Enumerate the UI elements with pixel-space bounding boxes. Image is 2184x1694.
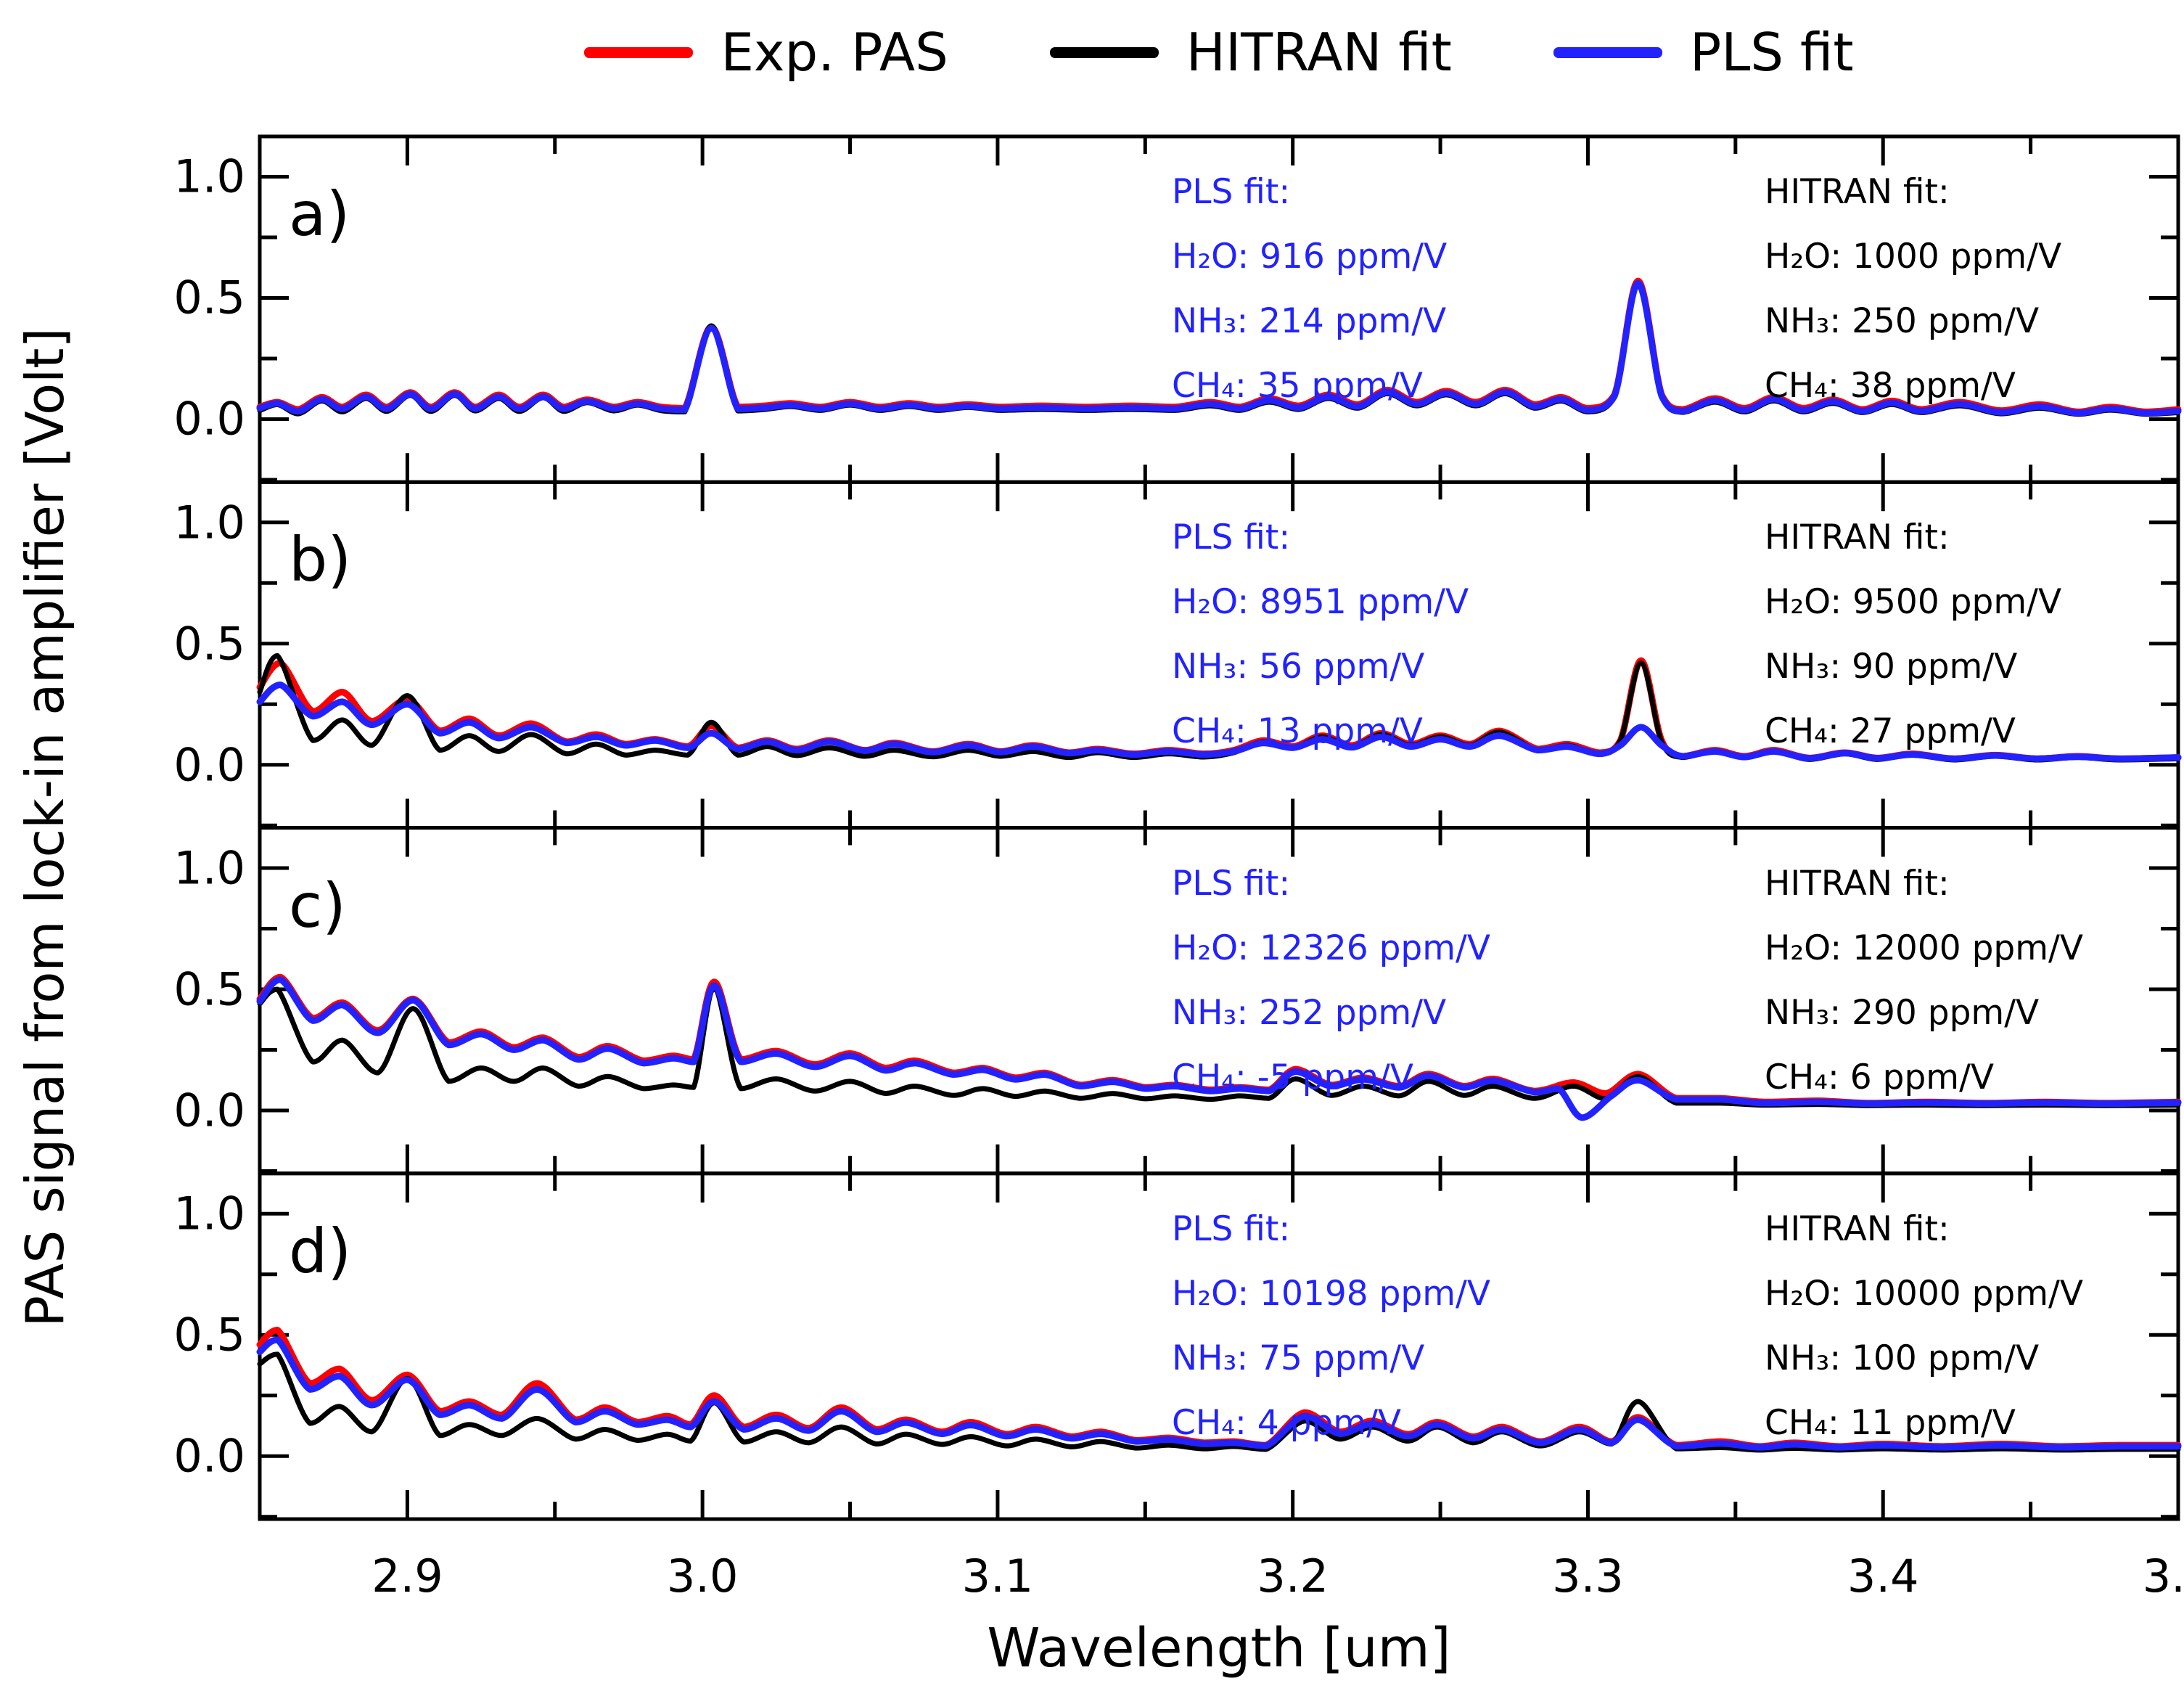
x-tick-label: 3.1	[961, 1550, 1034, 1603]
y-tick-label: 1.0	[173, 150, 245, 203]
annotation-line: NH₃: 290 ppm/V	[1765, 992, 2040, 1033]
annotation-line: NH₃: 56 ppm/V	[1172, 647, 1425, 687]
curve-pls-fit-panel-c	[256, 976, 2182, 1121]
annotation-hitran-fit-panel-a: HITRAN fit: H₂O: 1000 ppm/V NH₃: 250 ppm/V…	[1765, 160, 2061, 418]
annotation-hitran-fit-panel-c: HITRAN fit: H₂O: 12000 ppm/V NH₃: 290 ppm/…	[1765, 851, 2083, 1110]
annotation-hitran-fit-panel-b: HITRAN fit: H₂O: 9500 ppm/V NH₃: 90 ppm/V C…	[1765, 505, 2061, 764]
annotation-title: HITRAN fit:	[1765, 863, 1950, 904]
annotation-line: CH₄: 13 ppm/V	[1172, 711, 1423, 752]
annotation-line: H₂O: 916 ppm/V	[1172, 237, 1448, 277]
annotation-line: H₂O: 12000 ppm/V	[1765, 928, 2084, 968]
x-tick-label: 2.9	[371, 1550, 443, 1603]
annotation-title: HITRAN fit:	[1765, 172, 1950, 212]
annotation-line: NH₃: 75 ppm/V	[1172, 1338, 1425, 1378]
legend-item-pls-fit: PLS fit	[1553, 16, 1854, 89]
annotation-title: PLS fit:	[1172, 863, 1291, 904]
legend-item-exp-pas: Exp. PAS	[584, 16, 948, 89]
curve-pls-fit-panel-b	[256, 681, 2182, 762]
black-line-swatch-icon	[1049, 46, 1159, 58]
annotation-title: PLS fit:	[1172, 1208, 1291, 1249]
y-axis-title: PAS signal from lock-in amplifier [Volt]	[15, 327, 75, 1327]
annotation-line: H₂O: 8951 ppm/V	[1172, 582, 1469, 623]
panel-label-c: c)	[289, 869, 346, 941]
annotation-line: H₂O: 10198 ppm/V	[1172, 1273, 1491, 1314]
y-tick-label: 0.5	[173, 271, 245, 324]
annotation-line: CH₄: 27 ppm/V	[1765, 711, 2016, 752]
y-tick-label: 0.0	[173, 1429, 245, 1483]
annotation-title: HITRAN fit:	[1765, 517, 1950, 558]
annotation-line: CH₄: 6 ppm/V	[1765, 1057, 1995, 1097]
legend-item-hitran-fit: HITRAN fit	[1049, 16, 1452, 89]
annotation-line: NH₃: 250 ppm/V	[1765, 301, 2040, 341]
y-tick-label: 0.5	[173, 1308, 245, 1362]
blue-line-swatch-icon	[1553, 46, 1662, 58]
y-tick-label: 0.0	[173, 1084, 245, 1137]
x-axis-title: Wavelength [um]	[987, 1617, 1451, 1679]
annotation-pls-fit-panel-b: PLS fit: H₂O: 8951 ppm/V NH₃: 56 ppm/V CH₄:…	[1172, 505, 1469, 764]
legend-label-exp-pas: Exp. PAS	[721, 22, 948, 83]
annotation-line: NH₃: 252 ppm/V	[1172, 992, 1447, 1033]
annotation-line: NH₃: 214 ppm/V	[1172, 301, 1447, 341]
y-tick-label: 0.5	[173, 617, 245, 671]
curve-hitran-fit-panel-d	[257, 1351, 2181, 1453]
curve-pls-fit-panel-a	[256, 279, 2182, 417]
legend-label-hitran-fit: HITRAN fit	[1186, 22, 1452, 83]
annotation-line: H₂O: 1000 ppm/V	[1765, 237, 2062, 277]
x-tick-label: 3.4	[1847, 1550, 1919, 1603]
annotation-line: CH₄: 4 ppm/V	[1172, 1402, 1402, 1443]
curve-hitran-fit-panel-c	[257, 986, 2181, 1108]
x-tick-label: 3.5	[2142, 1550, 2184, 1603]
red-line-swatch-icon	[584, 46, 694, 58]
annotation-line: CH₄: 38 ppm/V	[1765, 366, 2016, 406]
annotation-hitran-fit-panel-d: HITRAN fit: H₂O: 10000 ppm/V NH₃: 100 ppm/…	[1765, 1197, 2083, 1455]
annotation-pls-fit-panel-a: PLS fit: H₂O: 916 ppm/V NH₃: 214 ppm/V CH₄:…	[1172, 160, 1447, 418]
annotation-line: H₂O: 12326 ppm/V	[1172, 928, 1491, 968]
annotation-line: NH₃: 90 ppm/V	[1765, 647, 2018, 687]
y-tick-label: 1.0	[173, 1187, 245, 1240]
annotation-pls-fit-panel-c: PLS fit: H₂O: 12326 ppm/V NH₃: 252 ppm/V CH…	[1172, 851, 1490, 1110]
y-tick-label: 0.0	[173, 738, 245, 792]
y-tick-label: 0.5	[173, 962, 245, 1016]
y-tick-label: 1.0	[173, 841, 245, 895]
y-tick-label: 1.0	[173, 496, 245, 549]
panel-label-d: d)	[289, 1215, 352, 1287]
panel-label-a: a)	[289, 179, 350, 250]
y-tick-label: 0.0	[173, 392, 245, 446]
annotation-line: H₂O: 10000 ppm/V	[1765, 1273, 2084, 1314]
annotation-title: PLS fit:	[1172, 172, 1291, 212]
panel-label-b: b)	[289, 524, 352, 596]
annotation-line: H₂O: 9500 ppm/V	[1765, 582, 2062, 623]
x-tick-label: 3.2	[1257, 1550, 1329, 1603]
annotation-pls-fit-panel-d: PLS fit: H₂O: 10198 ppm/V NH₃: 75 ppm/V CH₄…	[1172, 1197, 1490, 1455]
curve-pls-fit-panel-d	[256, 1336, 2182, 1451]
annotation-line: CH₄: 11 ppm/V	[1765, 1402, 2016, 1443]
legend-label-pls-fit: PLS fit	[1689, 22, 1854, 83]
x-tick-label: 3.0	[666, 1550, 739, 1603]
legend: Exp. PAS HITRAN fit PLS fit	[260, 16, 2178, 89]
annotation-title: HITRAN fit:	[1765, 1208, 1950, 1249]
annotation-line: CH₄: 35 ppm/V	[1172, 366, 1423, 406]
annotation-line: NH₃: 100 ppm/V	[1765, 1338, 2040, 1378]
annotation-title: PLS fit:	[1172, 517, 1291, 558]
annotation-line: CH₄: -5 ppm/V	[1172, 1057, 1414, 1097]
x-tick-label: 3.3	[1552, 1550, 1624, 1603]
